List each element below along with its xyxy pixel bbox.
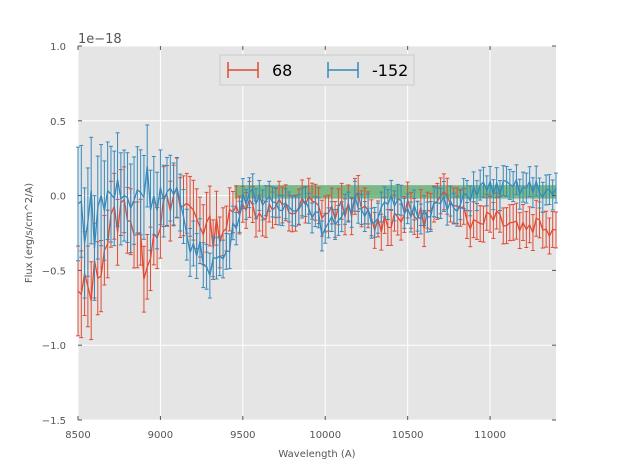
legend-entry-152: -152 bbox=[327, 61, 408, 80]
x-tick-label: 10000 bbox=[309, 430, 341, 441]
legend-label-68: 68 bbox=[272, 61, 292, 80]
plot-area: 8500 9000 9500 10000 10500 11000 −1.5 −1.0 −0.5 0… bbox=[42, 42, 558, 441]
x-tick-label: 10500 bbox=[392, 430, 424, 441]
y-tick-label: −0.5 bbox=[42, 266, 66, 277]
ticks: 8500 9000 9500 10000 10500 11000 −1.5 −1.0 −0.5 0… bbox=[42, 42, 556, 441]
y-tick-label: 0.5 bbox=[50, 117, 66, 128]
y-tick-label: −1.5 bbox=[42, 416, 66, 427]
y-tick-label: 0.0 bbox=[50, 192, 66, 203]
x-tick-label: 8500 bbox=[65, 430, 90, 441]
y-tick-label: −1.0 bbox=[42, 341, 66, 352]
y-tick-label: 1.0 bbox=[50, 42, 66, 53]
axes-background bbox=[78, 46, 556, 420]
x-tick-label: 11000 bbox=[474, 430, 506, 441]
x-axis-label: Wavelength (A) bbox=[278, 449, 355, 460]
y-axis-label: Flux (erg/s/cm^2/A) bbox=[24, 183, 35, 283]
series-line bbox=[77, 165, 557, 279]
series-line bbox=[77, 185, 557, 301]
legend: 68 -152 bbox=[219, 54, 415, 86]
x-tick-label: 9500 bbox=[230, 430, 255, 441]
x-tick-label: 9000 bbox=[148, 430, 173, 441]
axis-offset-label: 1e−18 bbox=[78, 32, 122, 47]
series-layer bbox=[76, 124, 558, 341]
legend-label-152: -152 bbox=[372, 61, 408, 80]
series-neg152 bbox=[76, 124, 558, 301]
legend-entry-68: 68 bbox=[227, 61, 292, 80]
